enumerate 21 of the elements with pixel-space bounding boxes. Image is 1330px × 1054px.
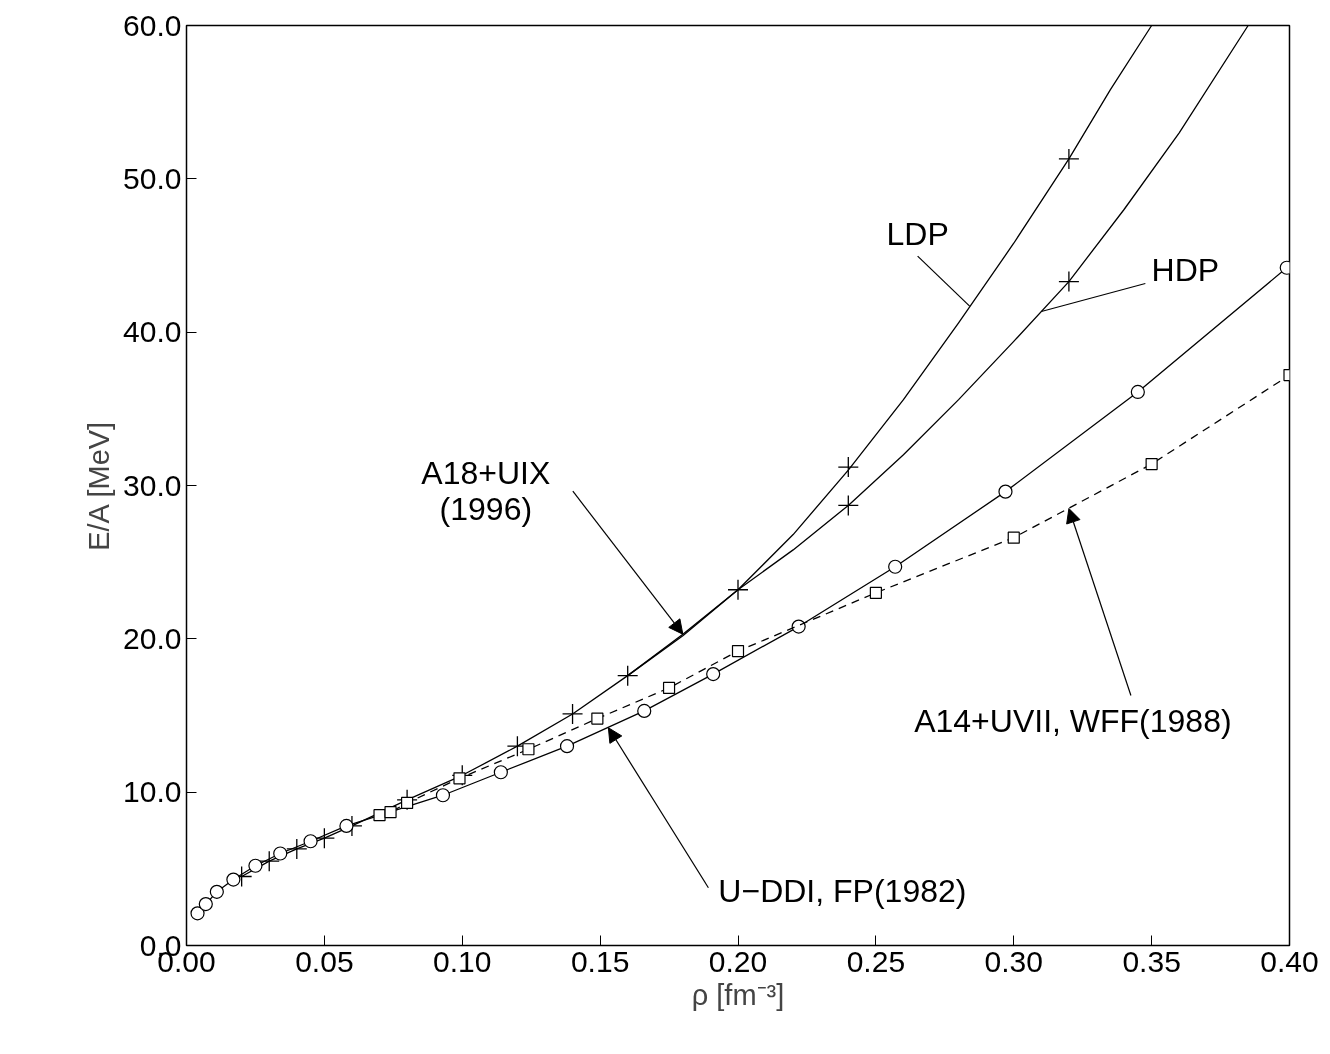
y-tick-label: 50.0 bbox=[123, 161, 182, 195]
x-tick-label: 0.30 bbox=[984, 944, 1043, 978]
x-tick-label: 0.35 bbox=[1122, 944, 1181, 978]
y-tick-label: 40.0 bbox=[123, 315, 182, 349]
x-tick-label: 0.20 bbox=[708, 944, 768, 978]
y-tick-label: 30.0 bbox=[123, 468, 182, 502]
annotation: A14+UVII, WFF(1988) bbox=[914, 702, 1232, 739]
x-tick-label: 0.10 bbox=[433, 944, 492, 978]
y-axis-title: E/A [MeV] bbox=[83, 421, 116, 551]
x-tick-label: 0.05 bbox=[295, 944, 354, 978]
x-axis-title: ρ [fm⁻³] bbox=[691, 978, 785, 1011]
x-tick-label: 0.25 bbox=[846, 944, 906, 978]
x-tick-label: 0.15 bbox=[570, 944, 630, 978]
x-tick-label: 0.40 bbox=[1260, 944, 1319, 978]
annotation: U−DDI, FP(1982) bbox=[718, 872, 967, 909]
annotation: HDP bbox=[1151, 252, 1220, 289]
y-tick-label: 10.0 bbox=[123, 775, 182, 809]
annotation: LDP bbox=[886, 216, 949, 253]
y-tick-label: 60.0 bbox=[123, 8, 182, 42]
annotation: A18+UIX (1996) bbox=[421, 455, 551, 528]
y-tick-label: 20.0 bbox=[123, 621, 182, 655]
